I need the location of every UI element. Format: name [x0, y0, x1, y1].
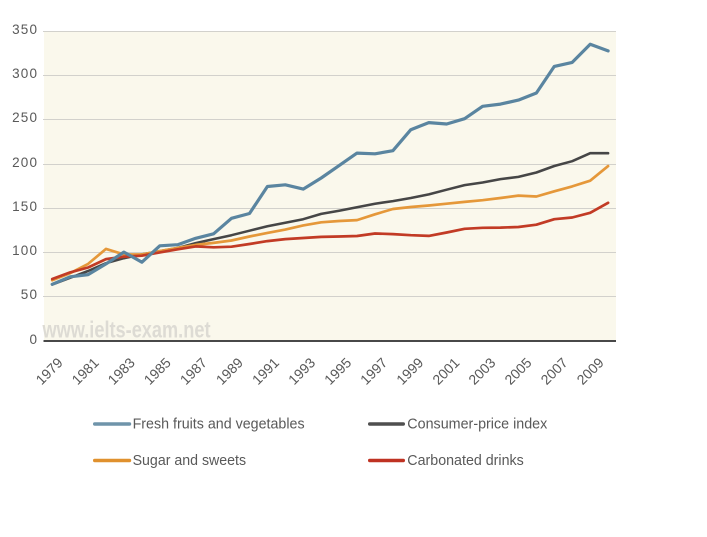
- svg-text:www.ielts-exam.net: www.ielts-exam.net: [42, 316, 211, 342]
- svg-text:200: 200: [12, 155, 38, 170]
- svg-text:150: 150: [12, 199, 38, 214]
- svg-text:Carbonated drinks: Carbonated drinks: [407, 453, 524, 469]
- svg-text:Sugar and sweets: Sugar and sweets: [133, 453, 247, 469]
- svg-text:300: 300: [12, 66, 38, 81]
- svg-text:50: 50: [21, 287, 38, 302]
- svg-text:0: 0: [29, 332, 38, 347]
- svg-text:Fresh fruits and vegetables: Fresh fruits and vegetables: [133, 417, 305, 433]
- svg-text:250: 250: [12, 110, 38, 125]
- svg-text:Consumer-price index: Consumer-price index: [407, 417, 548, 433]
- svg-text:100: 100: [12, 243, 38, 258]
- svg-text:350: 350: [12, 22, 38, 37]
